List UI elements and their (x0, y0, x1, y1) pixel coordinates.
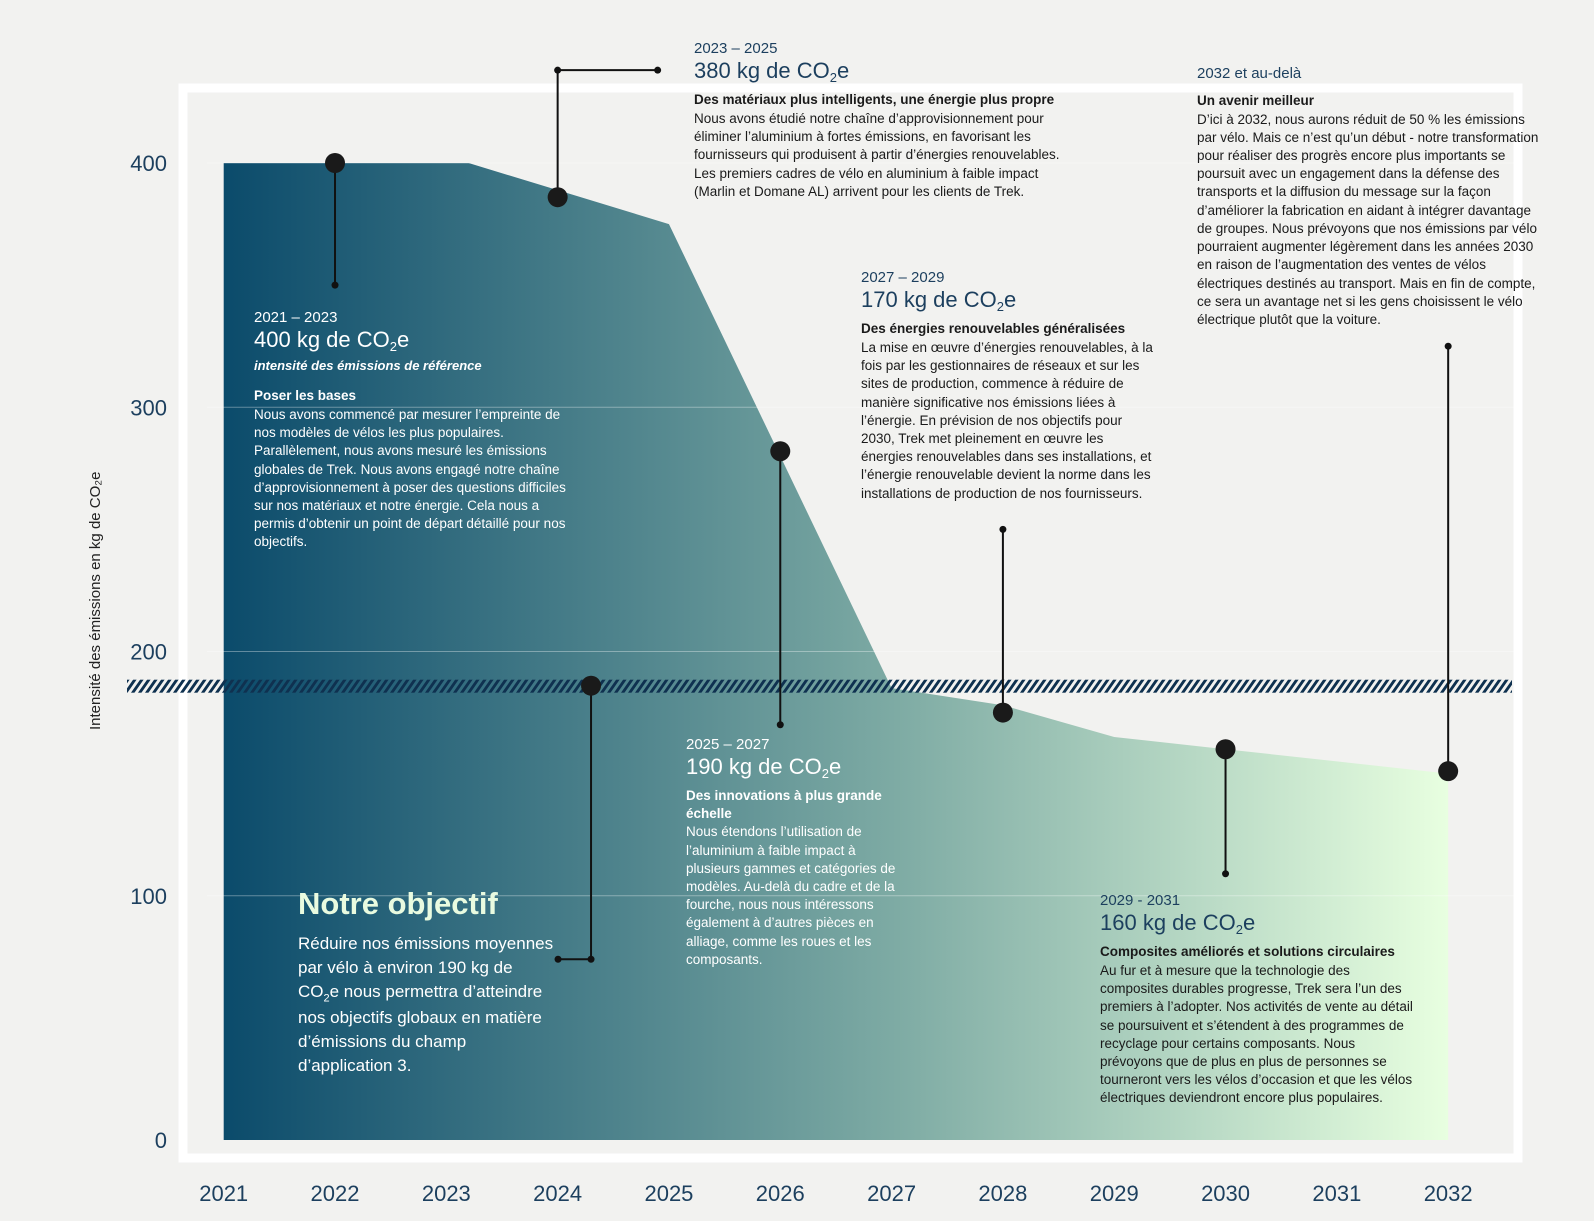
annotation-value: 170 kg de CO2e (861, 287, 1017, 314)
x-tick-label: 2023 (422, 1181, 471, 1206)
milestone-marker (325, 153, 346, 173)
target-line (127, 679, 1512, 693)
x-tick-label: 2022 (311, 1181, 360, 1206)
annotation-heading: Des énergies renouvelables généralisées (861, 321, 1126, 337)
marker-leader-end (776, 721, 784, 729)
annotation-body: Nous étendons l’utilisation de l’alumini… (686, 824, 896, 967)
milestone-marker (547, 187, 568, 208)
annotation-value: 190 kg de CO2e (686, 754, 842, 781)
annotation-body: Au fur et à mesure que la technologie de… (1100, 962, 1413, 1106)
marker-leader-end (554, 955, 562, 963)
milestone-marker (1438, 761, 1459, 782)
x-tick-label: 2025 (644, 1181, 693, 1206)
x-tick-label: 2026 (756, 1181, 805, 1206)
x-tick-label: 2031 (1312, 1181, 1361, 1206)
goal-text: Réduire nos émissions moyennes par vélo … (298, 934, 554, 1075)
annotation-heading: Des innovations à plus grande échelle (686, 788, 882, 821)
milestone-marker (992, 702, 1013, 723)
annotation-period: 2023 – 2025 (694, 40, 778, 57)
y-tick-label: 400 (130, 151, 167, 176)
x-tick-label: 2030 (1201, 1181, 1250, 1206)
y-tick-label: 200 (130, 640, 167, 665)
marker-leader-end (654, 66, 662, 74)
x-tick-label: 2024 (533, 1181, 582, 1206)
marker-leader-end (999, 525, 1007, 533)
annotation-period: 2032 et au-delà (1197, 65, 1302, 82)
marker-leader-end (331, 281, 339, 289)
annotation-2027-2029: 2027 – 2029 170 kg de CO2e Des énergies … (861, 269, 1156, 503)
annotation-heading: Poser les bases (254, 388, 357, 404)
annotation-body: D’ici à 2032, nous aurons réduit de 50 %… (1197, 111, 1539, 327)
y-axis-title: Intensité des émissions en kg de CO₂e (87, 472, 104, 730)
annotation-body: Nous avons étudié notre chaîne d’approvi… (694, 110, 1060, 199)
x-tick-label: 2028 (978, 1181, 1027, 1206)
annotation-value: 400 kg de CO2e (254, 327, 410, 354)
annotation-period: 2021 – 2023 (254, 309, 338, 326)
annotation-value: 380 kg de CO2e (694, 58, 850, 85)
annotation-period: 2025 – 2027 (686, 736, 770, 753)
annotation-2032: 2032 et au-delà Un avenir meilleur D’ici… (1197, 65, 1547, 329)
annotation-2025-2027: 2025 – 2027 190 kg de CO2e Des innovatio… (686, 736, 901, 969)
annotation-heading: Des matériaux plus intelligents, une éne… (694, 92, 1055, 108)
annotation-body: Nous avons commencé par mesurer l’emprei… (254, 406, 566, 550)
goal-box: Notre objectif Réduire nos émissions moy… (298, 886, 558, 1078)
y-tick-label: 100 (130, 884, 167, 909)
annotation-2021-2023: 2021 – 2023 400 kg de CO2e intensité des… (254, 309, 574, 552)
chart-frame (178, 83, 1523, 1163)
x-tick-label: 2029 (1090, 1181, 1139, 1206)
marker-leader-end (1222, 870, 1230, 878)
annotation-heading: Composites améliorés et solutions circul… (1100, 944, 1395, 960)
annotation-value: 160 kg de CO2e (1100, 910, 1256, 937)
annotation-2029-2031: 2029 - 2031 160 kg de CO2e Composites am… (1100, 892, 1420, 1108)
marker-leader-end (1444, 342, 1452, 350)
annotation-period: 2029 - 2031 (1100, 892, 1181, 909)
milestone-marker (1215, 739, 1236, 760)
annotation-subtitle: intensité des émissions de référence (254, 358, 482, 374)
emissions-area (223, 163, 1449, 1140)
milestone-marker (770, 441, 791, 462)
annotation-heading: Un avenir meilleur (1197, 93, 1315, 108)
milestone-marker (581, 675, 602, 696)
annotation-2023-2025: 2023 – 2025 380 kg de CO2e Des matériaux… (694, 40, 1064, 201)
goal-title: Notre objectif (298, 886, 498, 921)
x-tick-label: 2032 (1424, 1181, 1473, 1206)
annotation-period: 2027 – 2029 (861, 269, 945, 286)
y-tick-label: 0 (155, 1128, 167, 1153)
x-tick-label: 2027 (867, 1181, 916, 1206)
x-tick-label: 2021 (199, 1181, 248, 1206)
y-tick-label: 300 (130, 395, 167, 420)
annotation-body: La mise en œuvre d’énergies renouvelable… (861, 339, 1153, 501)
